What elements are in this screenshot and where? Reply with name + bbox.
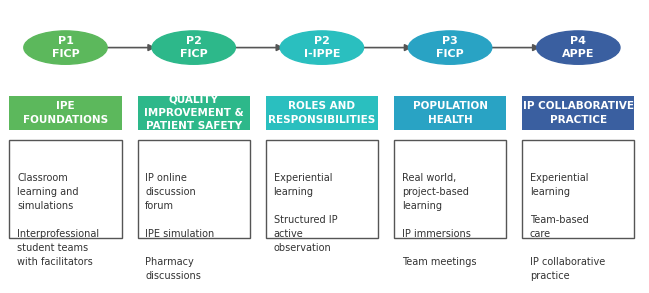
Text: P4
APPE: P4 APPE	[562, 36, 594, 59]
Circle shape	[24, 31, 107, 64]
FancyBboxPatch shape	[522, 96, 634, 130]
FancyBboxPatch shape	[394, 96, 506, 130]
Circle shape	[280, 31, 363, 64]
FancyBboxPatch shape	[9, 96, 121, 130]
FancyBboxPatch shape	[266, 96, 378, 130]
Circle shape	[152, 31, 236, 64]
FancyBboxPatch shape	[9, 140, 121, 238]
FancyBboxPatch shape	[138, 96, 250, 130]
Circle shape	[408, 31, 492, 64]
Text: P2
I-IPPE: P2 I-IPPE	[304, 36, 340, 59]
FancyBboxPatch shape	[394, 140, 506, 238]
Text: P1
FICP: P1 FICP	[52, 36, 79, 59]
FancyBboxPatch shape	[266, 140, 378, 238]
Text: ROLES AND
RESPONSIBILITIES: ROLES AND RESPONSIBILITIES	[268, 101, 376, 125]
Text: IP COLLABORATIVE
PRACTICE: IP COLLABORATIVE PRACTICE	[523, 101, 634, 125]
Text: IP online
discussion
forum

IPE simulation

Pharmacy
discussions: IP online discussion forum IPE simulatio…	[145, 173, 215, 281]
FancyBboxPatch shape	[522, 140, 634, 238]
Text: P2
FICP: P2 FICP	[180, 36, 208, 59]
Text: P3
FICP: P3 FICP	[436, 36, 464, 59]
Text: POPULATION
HEALTH: POPULATION HEALTH	[413, 101, 487, 125]
Text: Experiential
learning

Team-based
care

IP collaborative
practice: Experiential learning Team-based care IP…	[530, 173, 605, 281]
Text: Real world,
project-based
learning

IP immersions

Team meetings: Real world, project-based learning IP im…	[402, 173, 476, 267]
Text: Experiential
learning

Structured IP
active
observation: Experiential learning Structured IP acti…	[273, 173, 337, 253]
Text: QUALITY
IMPROVEMENT &
PATIENT SAFETY: QUALITY IMPROVEMENT & PATIENT SAFETY	[144, 95, 243, 131]
Text: Classroom
learning and
simulations

Interprofessional
student teams
with facilit: Classroom learning and simulations Inter…	[17, 173, 99, 267]
Circle shape	[537, 31, 620, 64]
FancyBboxPatch shape	[138, 140, 250, 238]
Text: IPE
FOUNDATIONS: IPE FOUNDATIONS	[23, 101, 108, 125]
